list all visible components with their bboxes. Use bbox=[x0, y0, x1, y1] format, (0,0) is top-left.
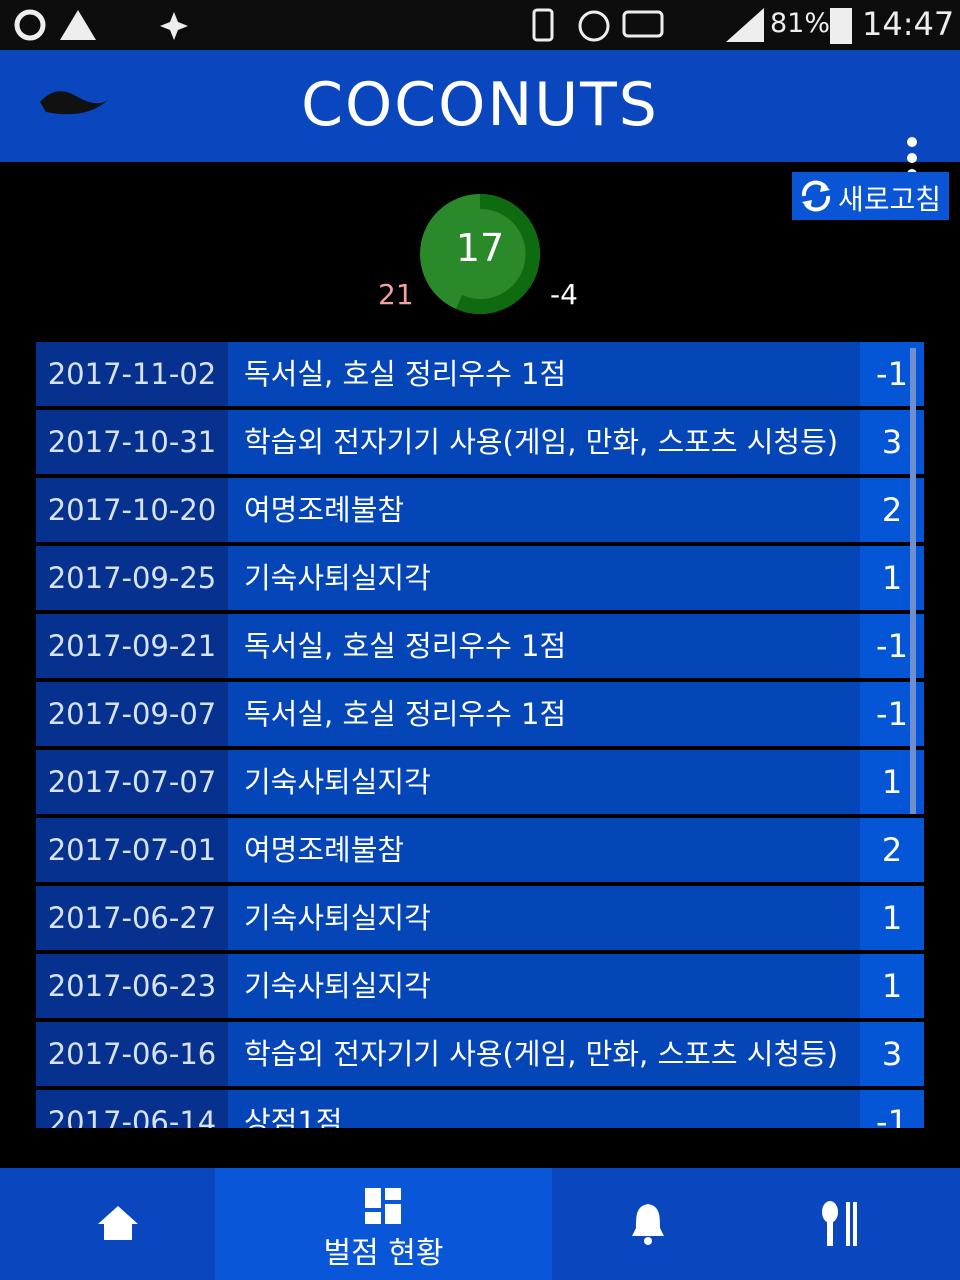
app-bar: COCONUTS bbox=[0, 50, 960, 179]
row-date: 2017-06-14 bbox=[36, 1090, 228, 1128]
row-date: 2017-11-02 bbox=[36, 342, 228, 406]
row-reason: 기숙사퇴실지각 bbox=[228, 954, 860, 1018]
penalty-row: 2017-07-07 기숙사퇴실지각 1 bbox=[36, 750, 924, 814]
row-points: 2 bbox=[860, 818, 924, 882]
penalty-row: 2017-10-31 학습외 전자기기 사용(게임, 만화, 스포츠 시청등) 3 bbox=[36, 410, 924, 474]
row-reason: 학습외 전자기기 사용(게임, 만화, 스포츠 시청등) bbox=[228, 1022, 860, 1086]
notice-tab[interactable] bbox=[630, 1202, 666, 1246]
penalty-tab-label: 벌점 현황 bbox=[323, 1236, 444, 1271]
penalty-row: 2017-11-02 독서실, 호실 정리우수 1점 -1 bbox=[36, 342, 924, 406]
penalty-row: 2017-06-27 기숙사퇴실지각 1 bbox=[36, 886, 924, 950]
summary-total: 17 bbox=[455, 226, 505, 270]
row-points: -1 bbox=[860, 1090, 924, 1128]
row-reason: 기숙사퇴실지각 bbox=[228, 886, 860, 950]
avatar-scribble bbox=[40, 91, 108, 115]
row-date: 2017-07-01 bbox=[36, 818, 228, 882]
row-reason: 여명조례불참 bbox=[228, 818, 860, 882]
home-tab[interactable] bbox=[96, 1204, 140, 1244]
row-date: 2017-09-25 bbox=[36, 546, 228, 610]
status-bar: 81% 14:47 bbox=[0, 0, 960, 50]
penalty-row: 2017-06-23 기숙사퇴실지각 1 bbox=[36, 954, 924, 1018]
row-date: 2017-10-20 bbox=[36, 478, 228, 542]
refresh-label: 새로고침 bbox=[838, 183, 942, 216]
summary-plus: 21 bbox=[378, 278, 414, 311]
row-reason: 독서실, 호실 정리우수 1점 bbox=[228, 682, 860, 746]
penalty-row: 2017-10-20 여명조례불참 2 bbox=[36, 478, 924, 542]
row-reason: 학습외 전자기기 사용(게임, 만화, 스포츠 시청등) bbox=[228, 410, 860, 474]
penalty-row: 2017-06-16 학습외 전자기기 사용(게임, 만화, 스포츠 시청등) 3 bbox=[36, 1022, 924, 1086]
summary-ring bbox=[420, 194, 540, 314]
clock: 14:47 bbox=[862, 5, 955, 43]
penalty-row: 2017-06-14 상점1점 -1 bbox=[36, 1090, 924, 1128]
row-reason: 기숙사퇴실지각 bbox=[228, 750, 860, 814]
row-reason: 독서실, 호실 정리우수 1점 bbox=[228, 614, 860, 678]
row-points: 3 bbox=[860, 1022, 924, 1086]
row-date: 2017-06-27 bbox=[36, 886, 228, 950]
app-title: COCONUTS bbox=[301, 70, 659, 140]
penalty-tab[interactable]: 벌점 현황 bbox=[215, 1168, 552, 1280]
penalty-tab-icon bbox=[365, 1188, 401, 1224]
row-date: 2017-09-21 bbox=[36, 614, 228, 678]
row-reason: 독서실, 호실 정리우수 1점 bbox=[228, 342, 860, 406]
row-reason: 상점1점 bbox=[228, 1090, 860, 1128]
scrollbar bbox=[910, 348, 916, 814]
row-date: 2017-06-23 bbox=[36, 954, 228, 1018]
penalty-row: 2017-09-07 독서실, 호실 정리우수 1점 -1 bbox=[36, 682, 924, 746]
penalty-list: 2017-11-02 독서실, 호실 정리우수 1점 -1 2017-10-31 학습외… bbox=[36, 342, 924, 1128]
row-reason: 여명조례불참 bbox=[228, 478, 860, 542]
refresh-button[interactable]: 새로고침 bbox=[792, 172, 949, 220]
row-points: 1 bbox=[860, 886, 924, 950]
row-date: 2017-06-16 bbox=[36, 1022, 228, 1086]
summary-minus: -4 bbox=[550, 278, 578, 311]
status-icons bbox=[14, 8, 852, 44]
row-reason: 기숙사퇴실지각 bbox=[228, 546, 860, 610]
penalty-row: 2017-09-25 기숙사퇴실지각 1 bbox=[36, 546, 924, 610]
row-date: 2017-10-31 bbox=[36, 410, 228, 474]
refresh-icon bbox=[801, 180, 831, 212]
penalty-row: 2017-07-01 여명조례불참 2 bbox=[36, 818, 924, 882]
row-points: 1 bbox=[860, 954, 924, 1018]
row-date: 2017-09-07 bbox=[36, 682, 228, 746]
meal-tab[interactable] bbox=[820, 1200, 860, 1248]
row-date: 2017-07-07 bbox=[36, 750, 228, 814]
bottom-nav: 벌점 현황 bbox=[0, 1168, 960, 1280]
penalty-row: 2017-09-21 독서실, 호실 정리우수 1점 -1 bbox=[36, 614, 924, 678]
battery-percent: 81% bbox=[770, 8, 831, 39]
